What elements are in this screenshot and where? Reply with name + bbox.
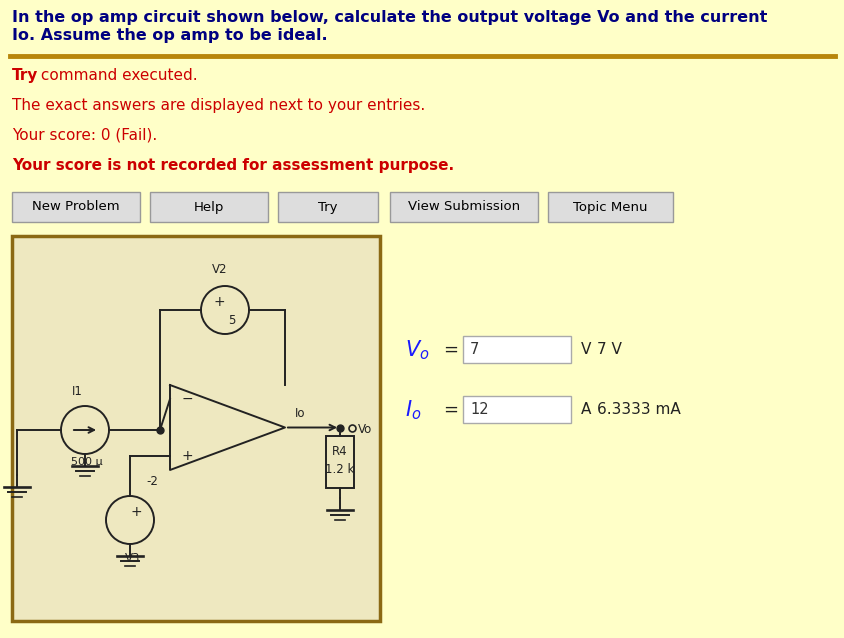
Text: Help: Help bbox=[193, 200, 224, 214]
Text: +: + bbox=[181, 449, 193, 463]
FancyBboxPatch shape bbox=[12, 236, 380, 621]
FancyBboxPatch shape bbox=[463, 396, 571, 423]
Text: I1: I1 bbox=[72, 385, 83, 398]
Text: 500 μ: 500 μ bbox=[71, 457, 103, 467]
Text: The exact answers are displayed next to your entries.: The exact answers are displayed next to … bbox=[12, 98, 425, 113]
Text: Io: Io bbox=[295, 407, 306, 420]
Text: V3: V3 bbox=[125, 552, 140, 565]
FancyBboxPatch shape bbox=[390, 192, 538, 222]
Text: 12: 12 bbox=[469, 403, 488, 417]
Text: View Submission: View Submission bbox=[408, 200, 519, 214]
FancyBboxPatch shape bbox=[12, 192, 140, 222]
Text: $\mathit{V}_o$: $\mathit{V}_o$ bbox=[404, 338, 429, 362]
Text: New Problem: New Problem bbox=[32, 200, 120, 214]
Text: 7: 7 bbox=[469, 343, 479, 357]
Text: +: + bbox=[130, 505, 142, 519]
Text: $\mathit{I}_o$: $\mathit{I}_o$ bbox=[404, 398, 421, 422]
Text: 1.2 k: 1.2 k bbox=[325, 463, 354, 476]
Text: 6.3333 mA: 6.3333 mA bbox=[597, 403, 680, 417]
FancyBboxPatch shape bbox=[463, 336, 571, 363]
Text: A: A bbox=[581, 403, 591, 417]
Text: V2: V2 bbox=[212, 263, 228, 276]
Text: 7 V: 7 V bbox=[597, 343, 621, 357]
FancyBboxPatch shape bbox=[326, 436, 354, 487]
FancyBboxPatch shape bbox=[278, 192, 377, 222]
FancyBboxPatch shape bbox=[150, 192, 268, 222]
Text: Your score: 0 (Fail).: Your score: 0 (Fail). bbox=[12, 128, 157, 143]
Text: +: + bbox=[213, 295, 225, 309]
Text: -2: -2 bbox=[146, 475, 158, 488]
Text: Vo: Vo bbox=[358, 423, 372, 436]
Text: =: = bbox=[442, 341, 457, 359]
Text: V: V bbox=[581, 343, 591, 357]
Text: Topic Menu: Topic Menu bbox=[572, 200, 647, 214]
Text: Your score is not recorded for assessment purpose.: Your score is not recorded for assessmen… bbox=[12, 158, 453, 173]
Text: −: − bbox=[181, 392, 193, 406]
FancyBboxPatch shape bbox=[548, 192, 672, 222]
Text: =: = bbox=[442, 401, 457, 419]
Text: 5: 5 bbox=[228, 313, 235, 327]
Text: Try: Try bbox=[12, 68, 38, 83]
Text: command executed.: command executed. bbox=[36, 68, 197, 83]
Text: Try: Try bbox=[318, 200, 338, 214]
Text: Io. Assume the op amp to be ideal.: Io. Assume the op amp to be ideal. bbox=[12, 28, 327, 43]
Text: R4: R4 bbox=[332, 445, 348, 458]
Text: In the op amp circuit shown below, calculate the output voltage Vo and the curre: In the op amp circuit shown below, calcu… bbox=[12, 10, 766, 25]
